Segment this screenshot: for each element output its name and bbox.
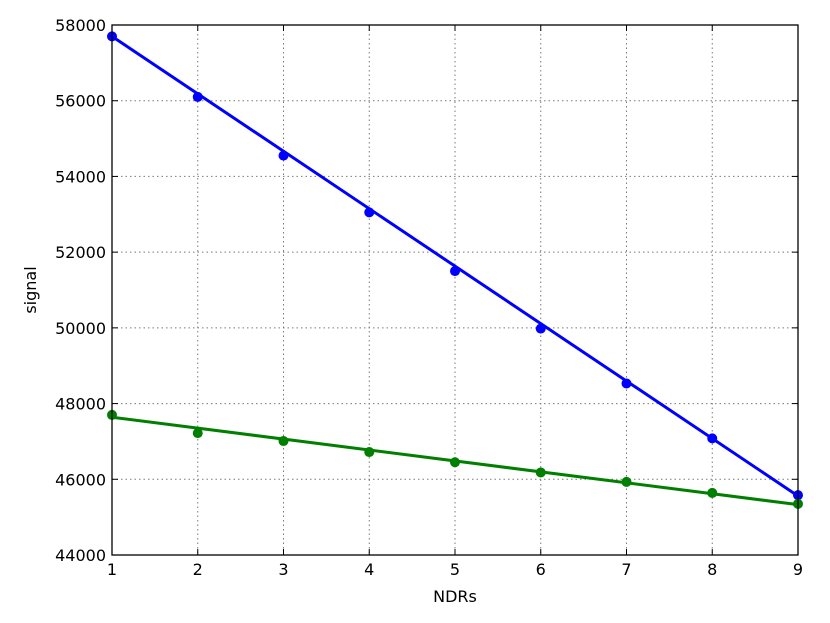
y-tick-label: 52000	[55, 243, 106, 262]
y-axis-label: signal	[21, 266, 40, 313]
data-point	[192, 428, 203, 439]
y-tick-label: 50000	[55, 319, 106, 338]
y-tick-label: 46000	[55, 470, 106, 489]
y-tick-label: 58000	[55, 16, 106, 35]
x-tick-label: 1	[107, 560, 117, 579]
data-point	[621, 378, 632, 389]
data-point	[450, 457, 460, 468]
data-point	[278, 436, 289, 447]
y-tick-label: 48000	[55, 395, 106, 414]
x-tick-label: 3	[278, 560, 288, 579]
data-point	[450, 266, 460, 277]
x-tick-label: 8	[707, 560, 717, 579]
x-axis-label: NDRs	[433, 587, 477, 606]
data-point	[278, 150, 289, 161]
data-point	[364, 207, 375, 218]
ticks	[111, 24, 799, 556]
data-point	[707, 487, 718, 498]
x-tick-label: 5	[450, 560, 460, 579]
x-tick-label: 6	[536, 560, 546, 579]
data-point	[621, 476, 632, 487]
x-tick-label: 2	[193, 560, 203, 579]
y-tick-label: 44000	[55, 546, 106, 565]
data-point	[192, 91, 203, 102]
data-point	[707, 433, 718, 444]
x-tick-label: 4	[364, 560, 374, 579]
tick-labels: 1 2 3 4 5 6 7 8 9 44000 46000 48000 50000 52000 54000 5…	[55, 16, 803, 579]
data-point	[535, 467, 546, 478]
data-point	[535, 323, 546, 334]
y-tick-label: 56000	[55, 92, 106, 111]
x-tick-label: 7	[621, 560, 631, 579]
x-tick-label: 9	[793, 560, 803, 579]
data-point	[364, 447, 375, 458]
y-tick-label: 54000	[55, 167, 106, 186]
